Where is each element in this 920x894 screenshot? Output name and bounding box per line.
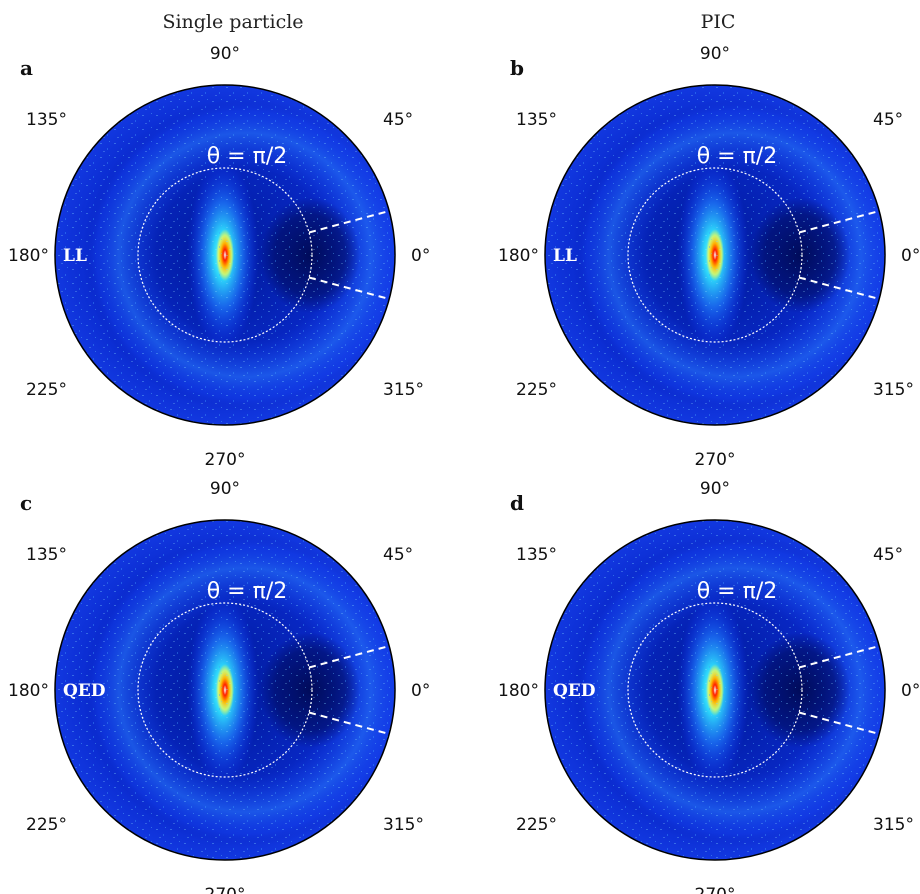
polar-panel-d: θ = π/2 QED d 90° 135° 45° 180° 0° 225° 315° 270° [498, 479, 920, 894]
angle-label-90: 90° [700, 479, 730, 499]
angle-label-180: 180° [8, 681, 49, 701]
reference-circle [627, 602, 803, 778]
angle-label-45: 45° [873, 110, 903, 130]
polar-outline [544, 84, 886, 426]
angle-label-270: 270° [205, 885, 246, 894]
angle-label-315: 315° [873, 380, 914, 400]
angle-label-90: 90° [700, 44, 730, 64]
angle-label-225: 225° [516, 815, 557, 835]
angle-label-270: 270° [205, 450, 246, 470]
theta-label: θ = π/2 [207, 579, 288, 604]
dashed-guide-line-2 [798, 276, 880, 300]
polar-outline [54, 519, 396, 861]
dashed-guide-line-1 [798, 210, 880, 234]
polar-outline [544, 519, 886, 861]
noise-texture [55, 85, 395, 425]
angle-label-135: 135° [26, 110, 67, 130]
panel-tag-b: b [510, 56, 524, 80]
reference-circle [137, 167, 313, 343]
column-title-single-particle: Single particle [162, 11, 303, 33]
dashed-guide-line-2 [308, 711, 390, 735]
angle-label-315: 315° [383, 380, 424, 400]
noise-texture [545, 520, 885, 860]
panel-tag-a: a [20, 56, 33, 80]
theta-label: θ = π/2 [207, 144, 288, 169]
noise-texture [545, 85, 885, 425]
angle-label-225: 225° [516, 380, 557, 400]
angle-label-45: 45° [873, 545, 903, 565]
angle-label-315: 315° [383, 815, 424, 835]
angle-label-270: 270° [695, 450, 736, 470]
noise-texture [55, 520, 395, 860]
theta-label: θ = π/2 [697, 579, 778, 604]
model-label: LL [63, 246, 87, 266]
dashed-guide-line-1 [308, 210, 390, 234]
reference-circle [137, 602, 313, 778]
model-label: LL [553, 246, 577, 266]
angle-label-45: 45° [383, 110, 413, 130]
theta-label: θ = π/2 [697, 144, 778, 169]
angle-label-315: 315° [873, 815, 914, 835]
angle-label-135: 135° [516, 545, 557, 565]
angle-label-225: 225° [26, 815, 67, 835]
angle-label-0: 0° [411, 681, 430, 701]
dashed-guide-line-1 [308, 645, 390, 669]
dashed-guide-line-1 [798, 645, 880, 669]
dashed-guide-line-2 [308, 276, 390, 300]
angle-label-180: 180° [498, 681, 539, 701]
angle-label-45: 45° [383, 545, 413, 565]
panel-tag-d: d [510, 491, 524, 515]
model-label: QED [63, 681, 106, 701]
panel-tag-c: c [20, 491, 32, 515]
dashed-guide-line-2 [798, 711, 880, 735]
angle-label-180: 180° [8, 246, 49, 266]
angle-label-135: 135° [26, 545, 67, 565]
angle-label-0: 0° [901, 246, 920, 266]
polar-panel-b: θ = π/2 LL b 90° 135° 45° 180° 0° 225° 315° 270° [498, 44, 920, 470]
angle-label-0: 0° [901, 681, 920, 701]
angle-label-90: 90° [210, 44, 240, 64]
angle-label-0: 0° [411, 246, 430, 266]
column-title-pic: PIC [701, 11, 736, 33]
polar-panel-a: θ = π/2 LL a 90° 135° 45° 180° 0° 225° 315° 270° [8, 44, 430, 470]
angle-label-180: 180° [498, 246, 539, 266]
polar-outline [54, 84, 396, 426]
angle-label-135: 135° [516, 110, 557, 130]
angle-label-225: 225° [26, 380, 67, 400]
angle-label-270: 270° [695, 885, 736, 894]
model-label: QED [553, 681, 596, 701]
polar-panel-c: θ = π/2 QED c 90° 135° 45° 180° 0° 225° 315° 270° [8, 479, 430, 894]
reference-circle [627, 167, 803, 343]
angle-label-90: 90° [210, 479, 240, 499]
